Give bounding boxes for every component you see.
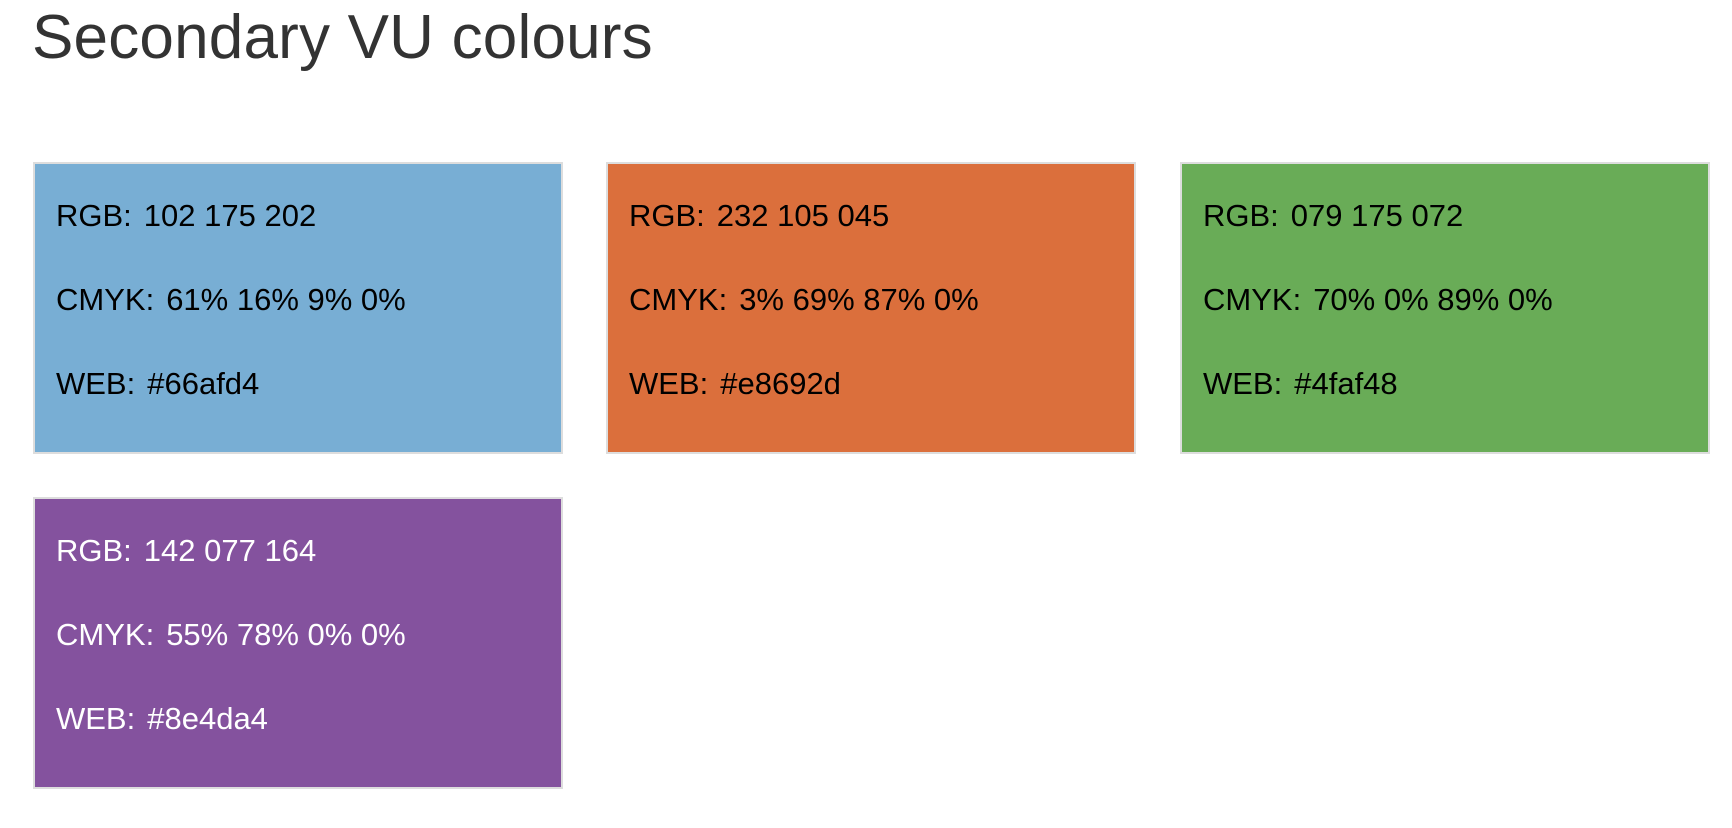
rgb-label: RGB: xyxy=(56,198,132,233)
rgb-label: RGB: xyxy=(1203,198,1279,233)
web-value: #e8692d xyxy=(720,366,841,401)
cmyk-label: CMYK: xyxy=(56,617,155,652)
rgb-value: 102 175 202 xyxy=(143,198,317,233)
colour-swatch-orange: RGB: 232 105 045 CMYK: 3% 69% 87% 0% WEB: #… xyxy=(606,162,1136,454)
web-value: #4faf48 xyxy=(1294,366,1398,401)
cmyk-row: CMYK: 3% 69% 87% 0% xyxy=(629,282,979,318)
web-row: WEB: #8e4da4 xyxy=(56,701,268,737)
colour-swatch-green: RGB: 079 175 072 CMYK: 70% 0% 89% 0% WEB: #… xyxy=(1180,162,1710,454)
cmyk-label: CMYK: xyxy=(1203,282,1302,317)
colour-swatch-purple: RGB: 142 077 164 CMYK: 55% 78% 0% 0% WEB: #… xyxy=(33,497,563,789)
cmyk-label: CMYK: xyxy=(629,282,728,317)
rgb-value: 142 077 164 xyxy=(143,533,317,568)
rgb-row: RGB: 102 175 202 xyxy=(56,198,316,234)
web-row: WEB: #e8692d xyxy=(629,366,841,402)
cmyk-value: 55% 78% 0% 0% xyxy=(166,617,406,652)
web-label: WEB: xyxy=(56,366,136,401)
rgb-row: RGB: 079 175 072 xyxy=(1203,198,1463,234)
web-row: WEB: #66afd4 xyxy=(56,366,259,402)
cmyk-value: 61% 16% 9% 0% xyxy=(166,282,406,317)
rgb-label: RGB: xyxy=(629,198,705,233)
web-value: #66afd4 xyxy=(147,366,260,401)
web-label: WEB: xyxy=(56,701,136,736)
rgb-value: 232 105 045 xyxy=(716,198,890,233)
web-row: WEB: #4faf48 xyxy=(1203,366,1398,402)
web-value: #8e4da4 xyxy=(147,701,268,736)
cmyk-row: CMYK: 61% 16% 9% 0% xyxy=(56,282,406,318)
colour-swatch-blue: RGB: 102 175 202 CMYK: 61% 16% 9% 0% WEB: #… xyxy=(33,162,563,454)
rgb-value: 079 175 072 xyxy=(1290,198,1464,233)
cmyk-value: 3% 69% 87% 0% xyxy=(739,282,979,317)
cmyk-row: CMYK: 70% 0% 89% 0% xyxy=(1203,282,1553,318)
rgb-row: RGB: 232 105 045 xyxy=(629,198,889,234)
page-title: Secondary VU colours xyxy=(32,3,653,72)
cmyk-row: CMYK: 55% 78% 0% 0% xyxy=(56,617,406,653)
web-label: WEB: xyxy=(629,366,709,401)
cmyk-label: CMYK: xyxy=(56,282,155,317)
web-label: WEB: xyxy=(1203,366,1283,401)
cmyk-value: 70% 0% 89% 0% xyxy=(1313,282,1553,317)
rgb-row: RGB: 142 077 164 xyxy=(56,533,316,569)
rgb-label: RGB: xyxy=(56,533,132,568)
